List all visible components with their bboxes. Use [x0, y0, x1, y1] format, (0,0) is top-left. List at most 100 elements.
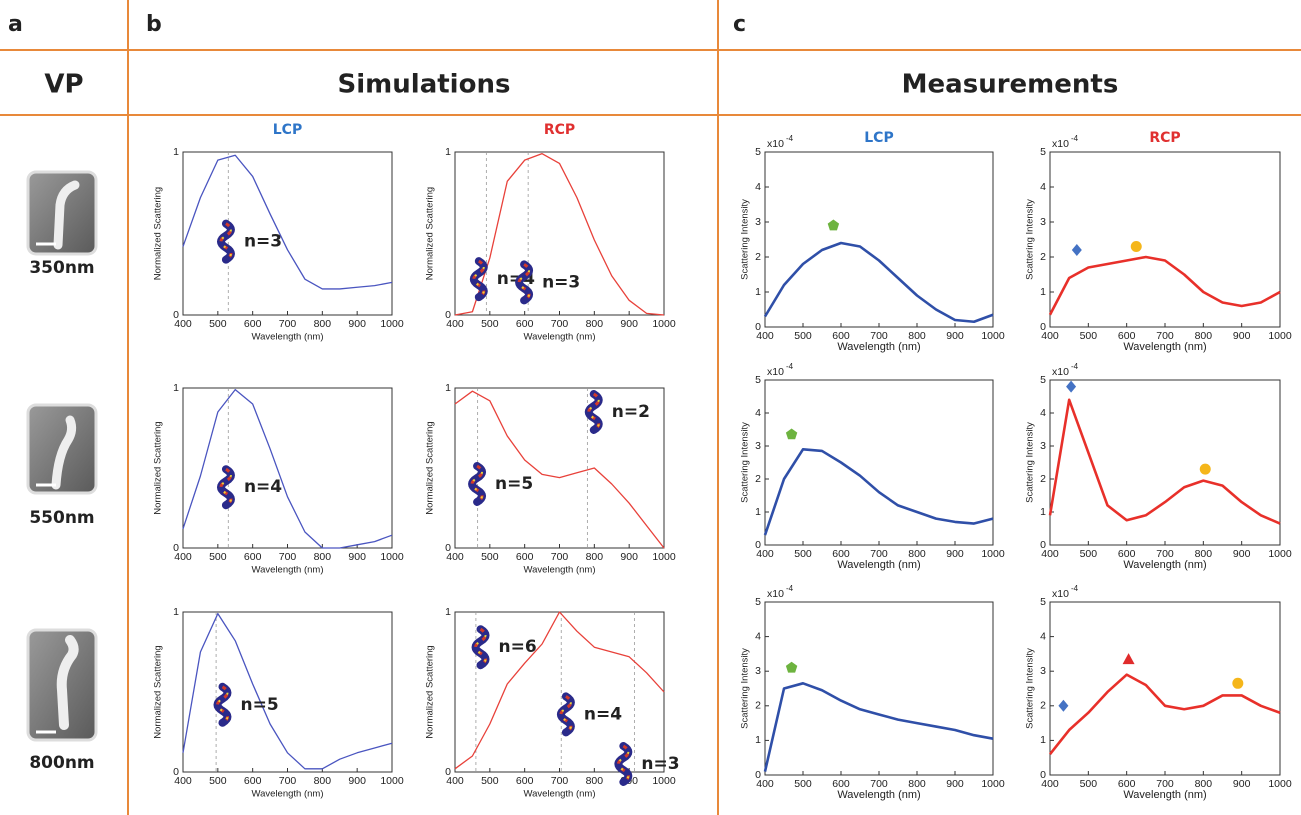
y-tick-label: 1 [445, 606, 451, 618]
chart: 400 500 600 700 800 900 1000 0 1 2 3 4 5 Wavelength (… [740, 584, 1005, 801]
annotation: n=2 [612, 402, 650, 422]
x-tick-label: 700 [870, 330, 888, 342]
x-tick-label: 800 [1195, 330, 1213, 342]
x-tick-label: 700 [551, 775, 569, 787]
chart: 400 500 600 700 800 900 1000 0 1 Wavelength (nm) N… [153, 606, 404, 800]
x-tick-label: 800 [314, 318, 332, 330]
y-axis-label: Scattering Intensity [740, 422, 751, 503]
x-tick-label: 900 [946, 548, 964, 560]
x-tick-label: 500 [209, 551, 227, 563]
y-tick-label: 3 [1040, 665, 1046, 677]
data-line [763, 241, 994, 324]
data-line [454, 390, 665, 549]
y-tick-label: 1 [755, 734, 761, 746]
x-tick-label: 500 [794, 548, 812, 560]
plot-frame [1049, 151, 1281, 328]
chart: 400 500 600 700 800 900 1000 0 1 Wavelength (nm) N… [153, 122, 404, 343]
plot-frame [182, 387, 393, 549]
y-tick-label: 0 [445, 542, 451, 554]
x-tick-label: 800 [908, 330, 926, 342]
helix-icon [617, 745, 630, 783]
plot-frame [1049, 601, 1281, 776]
y-axis-label: Normalized Scattering [153, 645, 164, 738]
helix-icon [471, 465, 484, 503]
size-label: 350nm [29, 258, 94, 278]
x-tick-label: 700 [870, 778, 888, 790]
y-tick-label: 1 [755, 286, 761, 298]
x-tick-label: 900 [1233, 548, 1251, 560]
x-tick-label: 600 [832, 548, 850, 560]
x-tick-label: 800 [314, 775, 332, 787]
scale-exponent: -4 [1071, 362, 1079, 371]
marker-pentagon [785, 428, 798, 440]
x-tick-label: 400 [1041, 548, 1059, 560]
x-tick-label: 700 [551, 318, 569, 330]
marker-circle [1130, 241, 1142, 252]
scale-base: x10 [767, 366, 784, 378]
x-tick-label: 600 [516, 318, 534, 330]
plot-frame [182, 151, 393, 316]
y-tick-label: 4 [755, 630, 761, 642]
y-tick-label: 5 [1040, 374, 1046, 386]
x-tick-label: 900 [348, 318, 366, 330]
x-tick-label: 400 [1041, 330, 1059, 342]
y-tick-label: 3 [755, 216, 761, 228]
y-tick-label: 3 [1040, 216, 1046, 228]
x-tick-label: 500 [209, 318, 227, 330]
helix-icon [587, 392, 601, 432]
x-tick-label: 1000 [1268, 778, 1292, 790]
y-tick-label: 0 [1040, 539, 1046, 551]
x-tick-label: 800 [908, 548, 926, 560]
x-tick-label: 400 [446, 318, 464, 330]
y-tick-label: 2 [1040, 700, 1046, 712]
x-tick-label: 700 [551, 551, 569, 563]
y-axis-label: Scattering Intensity [1025, 422, 1036, 503]
data-line [1048, 255, 1281, 316]
x-tick-label: 400 [174, 551, 192, 563]
column-header: Simulations [338, 70, 511, 100]
x-tick-label: 600 [832, 778, 850, 790]
x-tick-label: 500 [794, 330, 812, 342]
y-tick-label: 5 [755, 596, 761, 608]
y-tick-label: 3 [755, 665, 761, 677]
x-tick-label: 600 [516, 775, 534, 787]
chart: 400 500 600 700 800 900 1000 0 1 Wavelength (nm) N… [425, 382, 676, 576]
helix-icon [559, 695, 572, 734]
x-tick-label: 800 [908, 778, 926, 790]
marker-pentagon [827, 219, 840, 231]
y-tick-label: 1 [173, 146, 179, 158]
helix-icon [616, 744, 630, 784]
x-axis-label: Wavelength (nm) [1123, 789, 1206, 801]
y-axis-label: Normalized Scattering [425, 645, 436, 738]
marker-triangle [1122, 653, 1135, 665]
x-tick-label: 700 [279, 775, 297, 787]
chart-title: LCP [273, 122, 302, 138]
annotation: n=5 [495, 474, 533, 494]
x-tick-label: 1000 [652, 775, 676, 787]
annotation: n=5 [240, 695, 278, 715]
x-tick-label: 700 [1156, 778, 1174, 790]
y-axis-label: Scattering Intensity [1025, 199, 1036, 280]
x-tick-label: 600 [1118, 548, 1136, 560]
x-tick-label: 500 [794, 778, 812, 790]
y-tick-label: 0 [173, 766, 179, 778]
x-tick-label: 1000 [652, 318, 676, 330]
x-tick-label: 400 [174, 775, 192, 787]
data-line [1048, 398, 1281, 525]
plot-frame [1049, 379, 1281, 546]
y-axis-label: Scattering Intensity [740, 648, 751, 729]
y-axis-label: Normalized Scattering [425, 421, 436, 514]
chart: 400 500 600 700 800 900 1000 0 1 2 3 4 5 Wavelength (… [740, 362, 1005, 571]
chart: 400 500 600 700 800 900 1000 0 1 2 3 4 5 Wavelength (… [1025, 584, 1292, 801]
x-tick-label: 800 [586, 318, 604, 330]
marker-pentagon [785, 661, 798, 673]
size-label: 550nm [29, 508, 94, 528]
data-line [182, 388, 393, 549]
marker-circle [1199, 463, 1211, 475]
x-tick-label: 400 [174, 318, 192, 330]
y-tick-label: 2 [1040, 251, 1046, 263]
x-tick-label: 1000 [981, 778, 1005, 790]
y-tick-label: 3 [755, 440, 761, 452]
